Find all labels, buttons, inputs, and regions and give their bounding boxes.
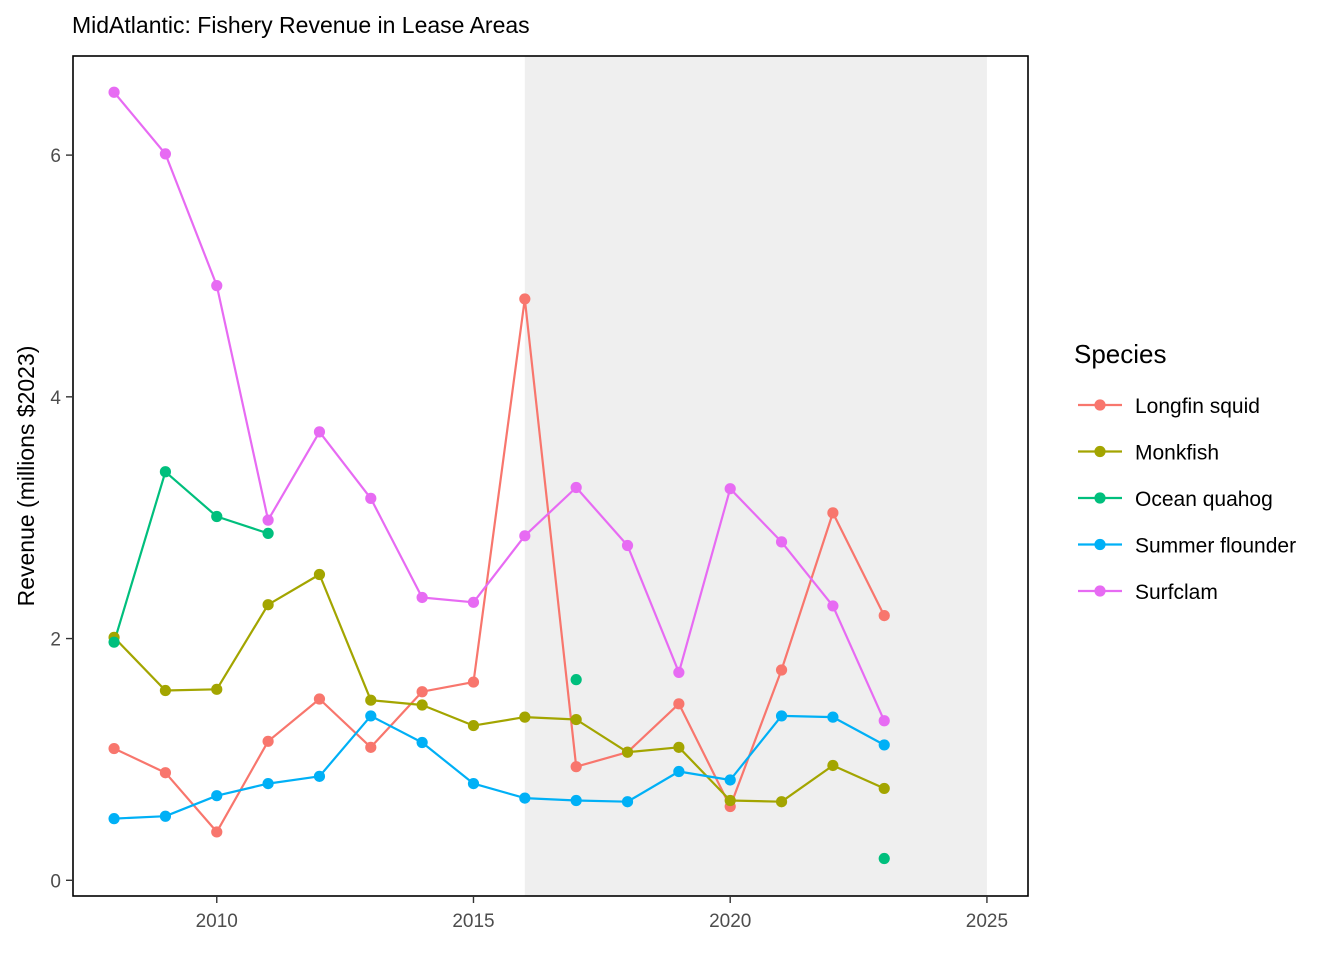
point-monkfish-2016 bbox=[519, 711, 531, 723]
y-tick-label-0: 0 bbox=[50, 871, 61, 892]
y-tick-label-4: 4 bbox=[50, 388, 61, 409]
panel-border bbox=[72, 55, 1029, 897]
point-monkfish-2020 bbox=[724, 794, 736, 807]
point-longfin-squid-2008 bbox=[108, 742, 120, 755]
point-longfin-squid-2016 bbox=[519, 293, 531, 305]
point-summer-flounder-2008 bbox=[108, 813, 120, 825]
point-summer-flounder-2011 bbox=[262, 777, 274, 790]
point-surfclam-2012 bbox=[313, 426, 326, 438]
point-surfclam-2018 bbox=[621, 539, 634, 552]
y-tick-label-6: 6 bbox=[50, 146, 61, 167]
legend-key-point-monkfish bbox=[1094, 445, 1106, 458]
point-longfin-squid-2023 bbox=[878, 609, 890, 622]
series-line-surfclam bbox=[113, 91, 886, 722]
point-monkfish-2012 bbox=[313, 568, 326, 581]
point-longfin-squid-2021 bbox=[775, 664, 788, 676]
point-summer-flounder-2016 bbox=[519, 792, 531, 804]
point-summer-flounder-2012 bbox=[313, 770, 326, 782]
legend-label-surfclam: Surfclam bbox=[1135, 581, 1218, 604]
legend-label-ocean-quahog: Ocean quahog bbox=[1135, 488, 1273, 511]
point-surfclam-2020 bbox=[724, 483, 736, 495]
x-tick-label-2010: 2010 bbox=[196, 911, 238, 932]
point-longfin-squid-2017 bbox=[570, 761, 582, 773]
point-ocean-quahog-2023 bbox=[878, 852, 890, 865]
point-surfclam-2009 bbox=[159, 148, 172, 160]
point-summer-flounder-2018 bbox=[621, 796, 634, 808]
point-longfin-squid-2012 bbox=[313, 693, 326, 705]
point-summer-flounder-2017 bbox=[570, 794, 582, 807]
shaded-region bbox=[524, 56, 987, 896]
point-surfclam-2019 bbox=[673, 666, 685, 679]
point-longfin-squid-2011 bbox=[262, 735, 274, 747]
point-surfclam-2011 bbox=[262, 514, 274, 526]
y-axis-title: Revenue (millions $2023) bbox=[13, 346, 39, 607]
point-surfclam-2023 bbox=[878, 715, 890, 727]
legend-label-longfin-squid: Longfin squid bbox=[1135, 395, 1260, 418]
x-tick-label-2020: 2020 bbox=[709, 911, 751, 932]
point-surfclam-2021 bbox=[775, 536, 788, 548]
legend-key-point-surfclam bbox=[1094, 585, 1106, 597]
point-longfin-squid-2015 bbox=[467, 676, 480, 688]
point-longfin-squid-2009 bbox=[159, 767, 172, 779]
point-monkfish-2014 bbox=[416, 699, 428, 711]
y-tick-label-2: 2 bbox=[50, 630, 61, 651]
point-ocean-quahog-2011 bbox=[262, 527, 274, 540]
point-longfin-squid-2014 bbox=[416, 686, 428, 698]
x-tick-label-2015: 2015 bbox=[452, 911, 494, 932]
x-tick-label-2025: 2025 bbox=[966, 911, 1008, 932]
point-ocean-quahog-2010 bbox=[211, 510, 223, 523]
point-surfclam-2017 bbox=[570, 481, 582, 494]
legend-key-point-summer-flounder bbox=[1094, 538, 1106, 551]
point-summer-flounder-2021 bbox=[775, 710, 788, 722]
point-longfin-squid-2019 bbox=[673, 698, 685, 710]
point-surfclam-2008 bbox=[108, 86, 120, 98]
legend-key-point-longfin-squid bbox=[1094, 399, 1106, 411]
point-longfin-squid-2013 bbox=[365, 741, 377, 753]
point-summer-flounder-2014 bbox=[416, 736, 428, 749]
point-monkfish-2009 bbox=[159, 684, 172, 697]
point-surfclam-2010 bbox=[211, 280, 223, 292]
point-monkfish-2019 bbox=[673, 741, 685, 753]
point-surfclam-2016 bbox=[519, 530, 531, 542]
point-summer-flounder-2015 bbox=[467, 777, 480, 790]
point-ocean-quahog-2008 bbox=[108, 636, 120, 648]
legend-label-monkfish: Monkfish bbox=[1135, 442, 1219, 465]
series-line-ocean-quahog bbox=[113, 470, 269, 643]
point-monkfish-2017 bbox=[570, 713, 582, 726]
point-monkfish-2015 bbox=[467, 719, 480, 732]
point-ocean-quahog-2017 bbox=[570, 674, 582, 686]
point-surfclam-2014 bbox=[416, 591, 428, 604]
point-longfin-squid-2010 bbox=[211, 826, 223, 838]
point-ocean-quahog-2009 bbox=[159, 466, 172, 478]
chart-title: MidAtlantic: Fishery Revenue in Lease Ar… bbox=[72, 12, 530, 38]
legend-title: Species bbox=[1074, 339, 1167, 369]
legend-key-point-ocean-quahog bbox=[1094, 492, 1106, 504]
point-summer-flounder-2019 bbox=[673, 765, 685, 778]
point-longfin-squid-2022 bbox=[827, 507, 839, 519]
point-surfclam-2013 bbox=[365, 492, 377, 504]
series-line-summer-flounder bbox=[114, 714, 885, 820]
point-summer-flounder-2022 bbox=[827, 711, 839, 723]
point-monkfish-2022 bbox=[827, 759, 839, 772]
point-monkfish-2021 bbox=[775, 796, 788, 808]
plot-area: 2010 2015 2020 2025 0 2 4 6 bbox=[50, 55, 1029, 932]
point-summer-flounder-2009 bbox=[159, 810, 172, 822]
point-monkfish-2018 bbox=[621, 746, 634, 758]
point-summer-flounder-2010 bbox=[211, 790, 223, 802]
point-surfclam-2022 bbox=[827, 600, 839, 612]
series-line-monkfish bbox=[113, 573, 885, 803]
point-monkfish-2023 bbox=[878, 782, 890, 795]
point-monkfish-2013 bbox=[365, 694, 377, 706]
point-monkfish-2010 bbox=[211, 683, 223, 695]
series-line-longfin-squid bbox=[113, 297, 886, 834]
point-summer-flounder-2023 bbox=[878, 739, 890, 751]
legend-label-summer-flounder: Summer flounder bbox=[1135, 535, 1296, 558]
point-monkfish-2011 bbox=[262, 599, 274, 611]
point-surfclam-2015 bbox=[467, 596, 480, 608]
point-summer-flounder-2013 bbox=[365, 710, 377, 722]
legend: Species Longfin squid Monkfish Ocean quaho… bbox=[1074, 339, 1296, 604]
point-summer-flounder-2020 bbox=[724, 774, 736, 786]
